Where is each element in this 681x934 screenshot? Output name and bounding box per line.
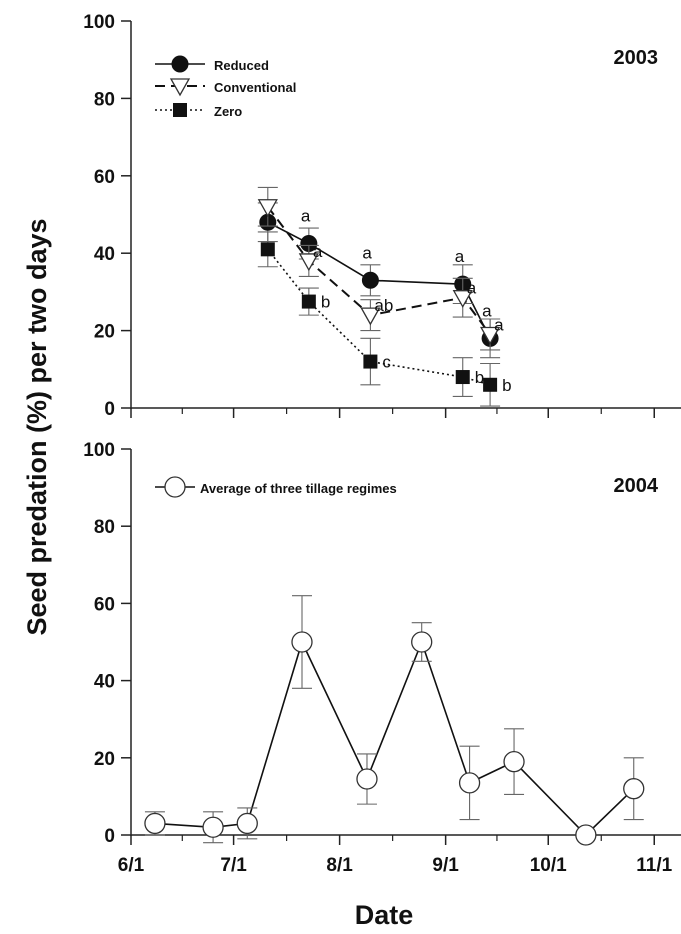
x-tick-label: 11/1 xyxy=(636,855,672,876)
panel-1-series-1-significance-letter: a xyxy=(301,207,311,226)
panel-1-series-3-line xyxy=(267,248,491,386)
panel-2-series-1-point xyxy=(291,631,313,653)
panel-1-y-tick-label: 40 xyxy=(94,244,115,265)
panel-1-series-2-point xyxy=(479,326,501,345)
panel-2-y-tick-label: 60 xyxy=(94,594,115,615)
panel-1-series-3-point xyxy=(301,294,316,309)
panel-1-series-1-significance-letter: a xyxy=(455,247,465,266)
legend-label-average: Average of three tillage regimes xyxy=(200,481,397,496)
panel-1-series-2-point xyxy=(360,307,381,326)
panel-2-series-1-point xyxy=(236,812,258,835)
panel-label-2004: 2004 xyxy=(614,475,659,497)
panel-1-series-3-significance-letter: b xyxy=(502,376,511,395)
panel-1-series-3-significance-letter: b xyxy=(475,368,484,387)
panel-2-y-tick-label: 100 xyxy=(83,440,115,461)
panel-2-series-1-line xyxy=(154,639,635,837)
panel-label-2003: 2003 xyxy=(614,47,659,69)
panel-1-series-2-significance-letter: a xyxy=(494,315,504,334)
panel-2-series-1-point xyxy=(144,812,166,835)
panel-1-series-2-point xyxy=(257,199,278,218)
panel-1-series-3-significance-letter: c xyxy=(382,353,391,372)
legend-marker-2 xyxy=(169,78,191,97)
panel-1-series-3-point xyxy=(483,377,498,392)
panel-1-y-tick-label: 60 xyxy=(94,167,115,188)
panel-2-series-1-point xyxy=(458,772,481,794)
panel-1-series-1-significance-letter: a xyxy=(482,301,492,320)
panel-2-series-1-point xyxy=(202,816,224,838)
panel-2-series-1-point xyxy=(623,778,645,800)
panel-1-y-tick-label: 20 xyxy=(94,322,115,343)
panel-1-y-tick-label: 0 xyxy=(104,399,115,420)
panel-1-series-3-point xyxy=(455,370,470,385)
panel-1-series-3-significance-letter: b xyxy=(321,293,330,312)
x-tick-label: 7/1 xyxy=(220,855,247,876)
panel-1-series-1-point xyxy=(361,271,379,289)
panel-2-y-tick-label: 0 xyxy=(104,826,115,847)
x-tick-label: 6/1 xyxy=(118,855,145,876)
legend-label-zero: Zero xyxy=(214,104,242,119)
legend-label-conventional: Conventional xyxy=(214,80,296,95)
panel-2-y-tick-label: 80 xyxy=(94,517,115,538)
x-tick-label: 8/1 xyxy=(326,855,353,876)
legend-marker-3 xyxy=(173,103,187,117)
panel-1-series-2-significance-letter: ab xyxy=(374,296,393,315)
x-axis-title: Date xyxy=(355,900,414,930)
panel-2-y-tick-label: 40 xyxy=(94,672,115,693)
panel-1-y-tick-label: 80 xyxy=(94,89,115,110)
panel-2-series-1-point xyxy=(503,751,525,773)
panel-2-y-tick-label: 20 xyxy=(94,749,115,770)
y-axis-title: Seed predation (%) per two days xyxy=(22,218,52,635)
panel-1-series-3-point xyxy=(363,354,378,369)
panel-1-series-3-point xyxy=(260,242,275,257)
panel-1-series-1-significance-letter: a xyxy=(362,243,372,262)
panel-1-series-2-significance-letter: a xyxy=(467,279,477,298)
panel-2-series-1-point xyxy=(411,631,433,653)
x-tick-label: 10/1 xyxy=(530,855,567,876)
panel-1-series-2-point xyxy=(452,290,473,309)
panel-1-series-2-significance-letter: a xyxy=(313,242,323,261)
panel-2-series-1-point xyxy=(575,824,597,846)
legend-marker-1 xyxy=(171,55,189,73)
panel-1-series-2-point xyxy=(298,253,319,272)
legend-marker-average xyxy=(164,476,186,498)
legend-label-reduced: Reduced xyxy=(214,58,269,73)
panel-2-series-1-point xyxy=(356,768,378,790)
x-tick-label: 9/1 xyxy=(432,855,459,876)
panel-1-y-tick-label: 100 xyxy=(83,12,115,33)
